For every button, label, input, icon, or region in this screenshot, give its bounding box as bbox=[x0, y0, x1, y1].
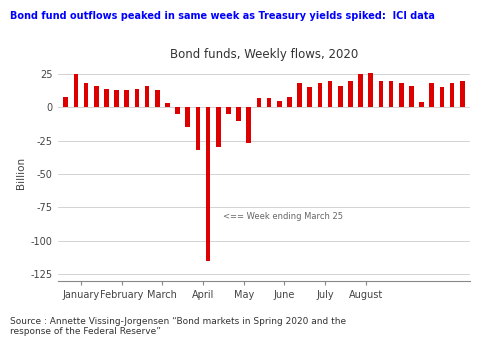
Bar bbox=[206, 108, 210, 261]
Bar bbox=[277, 101, 282, 108]
Bar bbox=[84, 84, 88, 108]
Bar bbox=[175, 108, 180, 114]
Bar bbox=[308, 87, 312, 108]
Bar bbox=[399, 84, 404, 108]
Bar bbox=[124, 90, 129, 108]
Bar bbox=[420, 102, 424, 108]
Bar bbox=[94, 86, 98, 108]
Bar bbox=[348, 81, 353, 108]
Bar bbox=[287, 97, 292, 108]
Bar bbox=[246, 108, 251, 144]
Bar bbox=[63, 97, 68, 108]
Bar bbox=[216, 108, 220, 148]
Text: Source : Annette Vissing-Jorgensen “Bond markets in Spring 2020 and the
response: Source : Annette Vissing-Jorgensen “Bond… bbox=[10, 317, 346, 336]
Bar bbox=[257, 98, 261, 108]
Bar bbox=[430, 84, 434, 108]
Bar bbox=[165, 103, 170, 108]
Bar bbox=[338, 86, 343, 108]
Bar bbox=[440, 87, 444, 108]
Bar bbox=[104, 89, 108, 108]
Bar bbox=[409, 86, 414, 108]
Bar bbox=[369, 73, 373, 108]
Bar bbox=[318, 84, 322, 108]
Bar bbox=[297, 84, 302, 108]
Bar bbox=[196, 108, 200, 150]
Bar bbox=[267, 98, 271, 108]
Text: <== Week ending March 25: <== Week ending March 25 bbox=[223, 212, 343, 221]
Bar bbox=[460, 81, 465, 108]
Bar bbox=[73, 74, 78, 108]
Bar bbox=[389, 81, 394, 108]
Bar bbox=[114, 90, 119, 108]
Bar bbox=[236, 108, 241, 121]
Bar bbox=[328, 81, 332, 108]
Bar bbox=[450, 84, 455, 108]
Bar bbox=[379, 81, 383, 108]
Bar bbox=[155, 90, 159, 108]
Title: Bond funds, Weekly flows, 2020: Bond funds, Weekly flows, 2020 bbox=[170, 48, 358, 61]
Bar bbox=[134, 89, 139, 108]
Bar bbox=[145, 86, 149, 108]
Text: Bond fund outflows peaked in same week as Treasury yields spiked:  ICI data: Bond fund outflows peaked in same week a… bbox=[10, 11, 434, 21]
Bar bbox=[358, 74, 363, 108]
Bar bbox=[226, 108, 231, 114]
Y-axis label: Billion: Billion bbox=[16, 157, 26, 189]
Bar bbox=[185, 108, 190, 127]
